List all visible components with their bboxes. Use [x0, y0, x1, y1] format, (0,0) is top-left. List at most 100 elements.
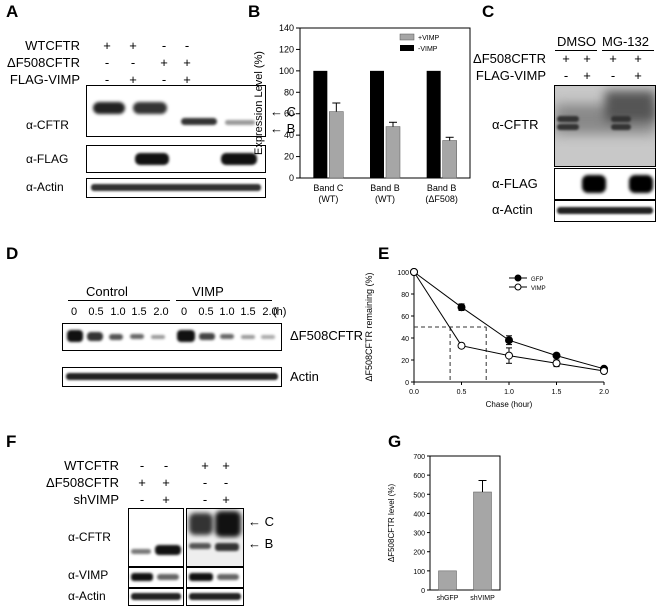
panel-f-vimp-blot-right [186, 566, 244, 588]
category-label: (WT) [375, 194, 395, 204]
legend-swatch-plus-vimp [399, 33, 415, 41]
plot-frame [299, 27, 471, 179]
timepoint-label: 1.0 [110, 306, 126, 318]
category-label: (WT) [318, 194, 338, 204]
x-tick-label: 0.0 [409, 389, 419, 396]
condition-sign: - [139, 458, 145, 473]
x-tick-label: 0.5 [457, 389, 467, 396]
panel-f-band-b: ← B [248, 536, 274, 551]
y-tick-label: 100 [413, 569, 425, 576]
point-vimp [505, 351, 513, 360]
y-axis-label: Expression Level (%) [253, 51, 265, 155]
bar-minus-vimp [370, 70, 384, 178]
panel-f-blot-label-cftr: α-CFTR [68, 530, 111, 544]
y-tick-label: 60 [284, 109, 294, 119]
y-tick-label: 500 [413, 492, 425, 499]
condition-sign: + [129, 72, 137, 87]
condition-sign: + [103, 38, 111, 53]
panel-c-blot-label-actin: α-Actin [492, 202, 533, 217]
panel-c-dmso-line [555, 50, 597, 51]
timepoint-label: 1.5 [131, 306, 147, 318]
y-tick-label: 0 [421, 588, 425, 595]
condition-sign: - [202, 475, 208, 490]
x-tick-label: 2.0 [599, 389, 609, 396]
condition-sign: - [130, 55, 136, 70]
condition-sign: + [160, 55, 168, 70]
panel-d-blot-label-actin: Actin [290, 369, 319, 384]
category-label: (ΔF508) [425, 194, 458, 204]
panel-a-blot-label-actin: α-Actin [26, 180, 64, 194]
panel-f-cftr-blot-left [128, 508, 184, 568]
condition-sign: - [104, 55, 110, 70]
bar-minus-vimp [313, 70, 328, 178]
panel-f-blot-label-actin: α-Actin [68, 589, 106, 603]
arrow-left-icon: ← [270, 104, 283, 119]
panel-c-flag-blot [554, 168, 656, 200]
panel-a-blot-label-flag: α-FLAG [26, 152, 69, 166]
bar [473, 491, 492, 591]
bar-plus-vimp [329, 111, 344, 179]
panel-f-actin-blot-right [186, 588, 244, 606]
condition-sign: + [634, 51, 642, 66]
condition-sign: - [223, 475, 229, 490]
timepoint-label: 2.0 [153, 306, 169, 318]
condition-sign: + [222, 492, 230, 507]
arrow-left-icon: ← [248, 536, 261, 551]
condition-sign: + [562, 51, 570, 66]
point-vimp [410, 268, 418, 276]
category-label: Band B [370, 183, 400, 193]
condition-sign: + [583, 51, 591, 66]
legend-label: VIMP [531, 286, 546, 292]
panel-c-treatment-dmso: DMSO [557, 34, 596, 49]
bar [438, 570, 457, 591]
panel-d-blot-label-cftr: ΔF508CFTR [290, 328, 363, 343]
condition-sign: - [139, 492, 145, 507]
y-tick-label: 80 [401, 292, 409, 299]
condition-label: FLAG-VIMP [475, 68, 546, 83]
plot-frame [429, 455, 501, 591]
panel-d-group-control: Control [86, 284, 128, 299]
legend-label-plus-vimp: +VIMP [418, 35, 440, 42]
timepoint-label: 1.0 [219, 306, 235, 318]
condition-sign: + [162, 475, 170, 490]
arrow-left-icon: ← [248, 514, 261, 529]
panel-c-actin-blot [554, 200, 656, 222]
point-gfp [457, 303, 466, 312]
panel-label-e: E [378, 244, 390, 263]
condition-label: WTCFTR [25, 38, 80, 53]
point-gfp [552, 351, 561, 360]
condition-sign: + [609, 51, 617, 66]
x-axis-label: Chase (hour) [486, 400, 533, 409]
condition-sign: + [138, 475, 146, 490]
category-label: shGFP [437, 595, 459, 602]
panel-label-a: A [6, 2, 19, 21]
point-vimp [552, 359, 561, 368]
panel-f-actin-blot-left [128, 588, 184, 606]
panel-d-time-unit: (h) [273, 306, 287, 318]
condition-sign: + [183, 55, 191, 70]
category-label: shVIMP [470, 595, 495, 602]
legend-label-minus-vimp: -VIMP [418, 46, 438, 53]
timepoint-label: 0.5 [88, 306, 104, 318]
condition-sign: + [201, 458, 209, 473]
x-tick-label: 1.0 [504, 389, 514, 396]
panel-d-actin-blot [62, 367, 282, 387]
y-tick-label: 40 [401, 336, 409, 343]
y-tick-label: 120 [279, 44, 294, 54]
y-tick-label: 700 [413, 454, 425, 461]
condition-sign: - [184, 38, 190, 53]
y-tick-label: 80 [284, 87, 294, 97]
condition-label: ΔF508CFTR [46, 475, 119, 490]
y-tick-label: 0 [289, 173, 294, 183]
panel-c-blot-label-cftr: α-CFTR [492, 117, 539, 132]
panel-label-f: F [6, 432, 17, 451]
y-tick-label: 200 [413, 550, 425, 557]
y-tick-label: 60 [401, 314, 409, 321]
arrow-left-icon: ← [270, 121, 283, 136]
timepoint-label: 0.5 [198, 306, 214, 318]
panel-f-blot-label-vimp: α-VIMP [68, 568, 109, 582]
y-tick-label: 600 [413, 473, 425, 480]
panel-f-vimp-blot-left [128, 566, 184, 588]
timepoint-label: 0 [70, 306, 78, 318]
condition-sign: - [104, 72, 110, 87]
